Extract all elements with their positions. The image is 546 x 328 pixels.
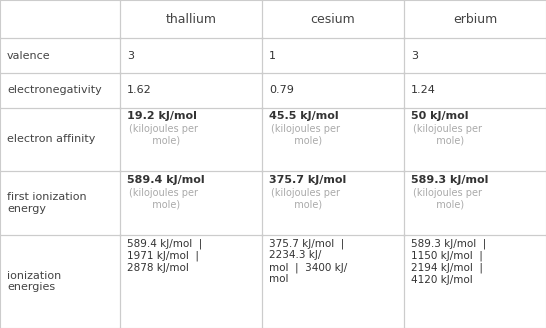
Text: thallium: thallium xyxy=(165,13,217,26)
Text: 19.2 kJ/mol: 19.2 kJ/mol xyxy=(127,111,197,121)
Text: valence: valence xyxy=(7,51,51,61)
Text: cesium: cesium xyxy=(311,13,355,26)
Text: 1.24: 1.24 xyxy=(411,85,436,95)
Text: (kilojoules per
  mole): (kilojoules per mole) xyxy=(129,124,198,146)
Text: (kilojoules per
  mole): (kilojoules per mole) xyxy=(413,124,482,146)
Text: ionization
energies: ionization energies xyxy=(7,271,61,292)
Text: 0.79: 0.79 xyxy=(269,85,294,95)
Text: electronegativity: electronegativity xyxy=(7,85,102,95)
Text: 375.7 kJ/mol  |
2234.3 kJ/
mol  |  3400 kJ/
mol: 375.7 kJ/mol | 2234.3 kJ/ mol | 3400 kJ/… xyxy=(269,238,347,284)
Text: electron affinity: electron affinity xyxy=(7,134,96,144)
Text: 1.62: 1.62 xyxy=(127,85,152,95)
Text: 45.5 kJ/mol: 45.5 kJ/mol xyxy=(269,111,339,121)
Text: 375.7 kJ/mol: 375.7 kJ/mol xyxy=(269,174,346,185)
Text: (kilojoules per
  mole): (kilojoules per mole) xyxy=(271,188,340,209)
Text: (kilojoules per
  mole): (kilojoules per mole) xyxy=(413,188,482,209)
Text: 3: 3 xyxy=(127,51,134,61)
Text: 589.4 kJ/mol  |
1971 kJ/mol  |
2878 kJ/mol: 589.4 kJ/mol | 1971 kJ/mol | 2878 kJ/mol xyxy=(127,238,203,273)
Text: 589.3 kJ/mol: 589.3 kJ/mol xyxy=(411,174,489,185)
Text: 3: 3 xyxy=(411,51,418,61)
Text: 1: 1 xyxy=(269,51,276,61)
Text: 589.4 kJ/mol: 589.4 kJ/mol xyxy=(127,174,205,185)
Text: (kilojoules per
  mole): (kilojoules per mole) xyxy=(271,124,340,146)
Text: 589.3 kJ/mol  |
1150 kJ/mol  |
2194 kJ/mol  |
4120 kJ/mol: 589.3 kJ/mol | 1150 kJ/mol | 2194 kJ/mol… xyxy=(411,238,486,285)
Text: 50 kJ/mol: 50 kJ/mol xyxy=(411,111,468,121)
Text: (kilojoules per
  mole): (kilojoules per mole) xyxy=(129,188,198,209)
Text: first ionization
energy: first ionization energy xyxy=(7,193,87,214)
Text: erbium: erbium xyxy=(453,13,497,26)
